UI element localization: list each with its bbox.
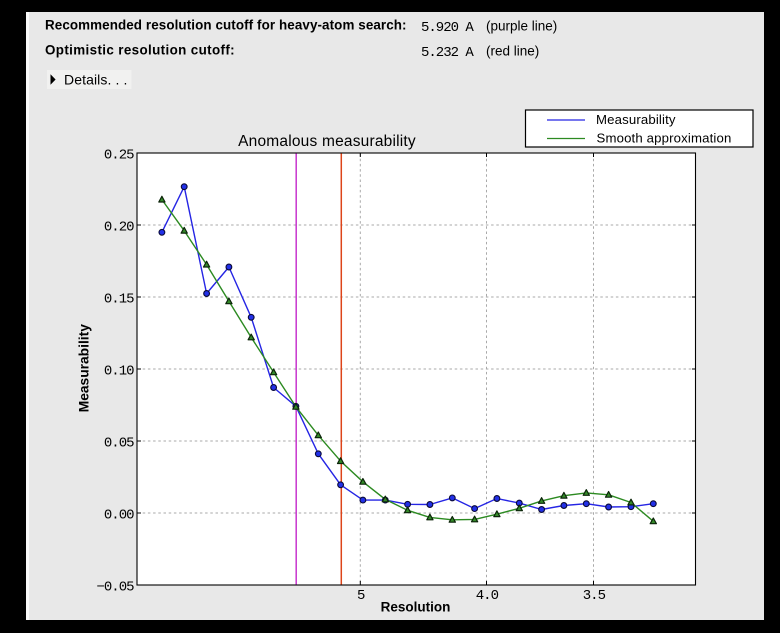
svg-text:Measurability: Measurability (76, 324, 91, 413)
svg-text:0.25: 0.25 (104, 147, 134, 163)
svg-text:5.920 A: 5.920 A (421, 20, 474, 36)
svg-text:3.5: 3.5 (583, 588, 606, 604)
svg-text:Anomalous measurability: Anomalous measurability (238, 133, 416, 150)
svg-text:0.05: 0.05 (104, 435, 134, 451)
svg-text:0.10: 0.10 (104, 363, 134, 379)
svg-text:(red line): (red line) (486, 44, 539, 59)
svg-text:0.20: 0.20 (104, 219, 134, 235)
svg-text:5.232 A: 5.232 A (421, 45, 474, 61)
svg-text:−0.05: −0.05 (96, 579, 134, 595)
svg-text:(purple line): (purple line) (486, 19, 557, 34)
svg-text:Details. . .: Details. . . (64, 72, 127, 88)
svg-text:Resolution: Resolution (381, 600, 451, 615)
svg-text:4.0: 4.0 (476, 588, 499, 604)
svg-text:0.00: 0.00 (104, 507, 134, 523)
svg-text:Recommended resolution cutoff: Recommended resolution cutoff for heavy-… (45, 18, 407, 33)
svg-text:5: 5 (357, 588, 365, 604)
svg-text:Smooth approximation: Smooth approximation (597, 131, 732, 146)
svg-text:Measurability: Measurability (596, 112, 676, 127)
svg-text:Optimistic resolution cutoff:: Optimistic resolution cutoff: (45, 43, 235, 58)
svg-text:0.15: 0.15 (104, 291, 134, 307)
